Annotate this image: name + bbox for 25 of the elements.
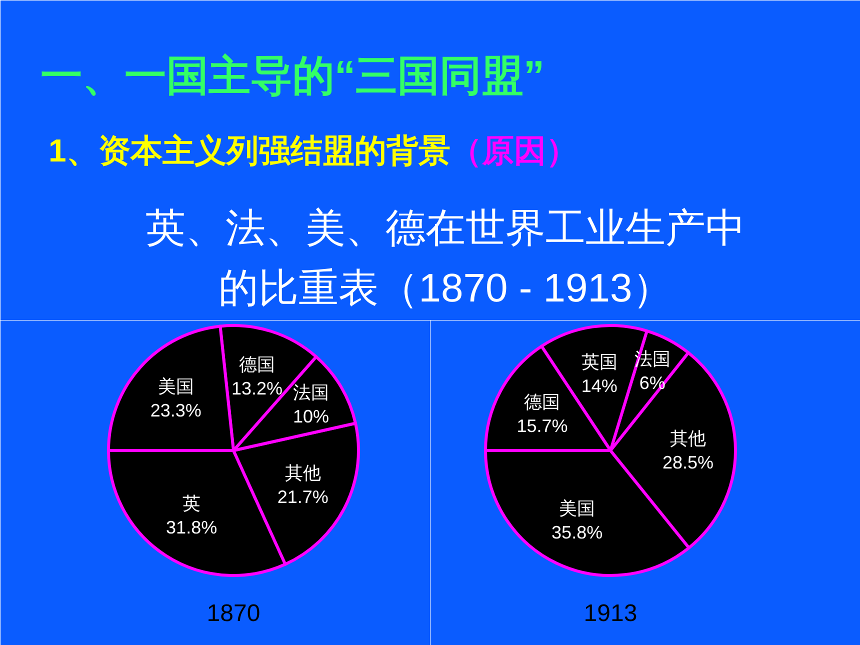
- text: 1870: [206, 600, 260, 627]
- slice-label: 德国: [524, 392, 560, 412]
- slice-label: 其他: [670, 428, 706, 448]
- data-label: 28.5%: [662, 452, 714, 472]
- data-label: 13.2%: [231, 378, 283, 399]
- text: 英、法、美、德在世界工业生产中的比重表（1870 - 1913）: [146, 206, 746, 310]
- slice-label: 美国: [559, 498, 596, 518]
- text: 1913: [584, 600, 638, 627]
- data-label: 21.7%: [277, 487, 328, 508]
- data-label: 14%: [581, 376, 618, 396]
- data-label: 31.8%: [166, 518, 218, 538]
- text: 1、资本主义列强结盟的背景: [48, 132, 450, 168]
- slice-label: 美国: [158, 376, 194, 397]
- slice-label: 英: [182, 494, 201, 514]
- data-label: 6%: [639, 372, 666, 393]
- data-label: 10%: [292, 406, 329, 427]
- text: （原因）: [450, 132, 578, 168]
- data-label: 15.7%: [516, 416, 568, 436]
- text: 一、一国主导的“三国同盟”: [40, 52, 544, 99]
- slice-label: 法国: [292, 382, 329, 403]
- slice-label: 其他: [284, 463, 321, 484]
- data-label: 35.8%: [552, 522, 603, 542]
- slice-label: 英国: [581, 352, 618, 372]
- slice-label: 德国: [238, 354, 275, 375]
- data-label: 23.3%: [150, 400, 202, 421]
